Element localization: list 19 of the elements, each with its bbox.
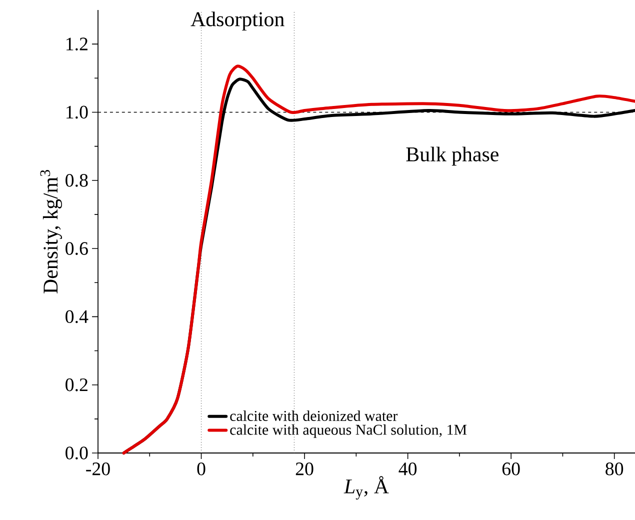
x-tick-label: 60: [502, 462, 520, 476]
legend-label: calcite with aqueous NaCl solution, 1M: [230, 424, 467, 438]
y-tick-label: 1.0: [66, 106, 88, 119]
x-tick-label: 40: [398, 462, 417, 476]
y-tick-label: 1.2: [66, 38, 88, 50]
x-axis-title: L$_{y}$, Å: [344, 476, 389, 500]
annotation: Bulk phase: [406, 146, 498, 166]
legend-label: calcite with deionized water: [230, 410, 398, 421]
y-axis-title: Density, kg/m$^{3}$: [40, 170, 62, 294]
y-tick-label: 0.6: [66, 242, 88, 255]
y-tick-label: 0.8: [66, 174, 88, 187]
y-tick-label: 0.2: [66, 378, 88, 392]
x-tick-label: -20: [86, 462, 110, 476]
x-tick-label: 80: [606, 462, 624, 476]
x-tick-label: 20: [296, 462, 314, 476]
y-tick-label: 0.4: [66, 310, 88, 324]
annotation: Adsorption: [190, 12, 284, 31]
y-tick-label: 0.0: [66, 446, 88, 460]
x-tick-label: 0: [197, 462, 206, 476]
